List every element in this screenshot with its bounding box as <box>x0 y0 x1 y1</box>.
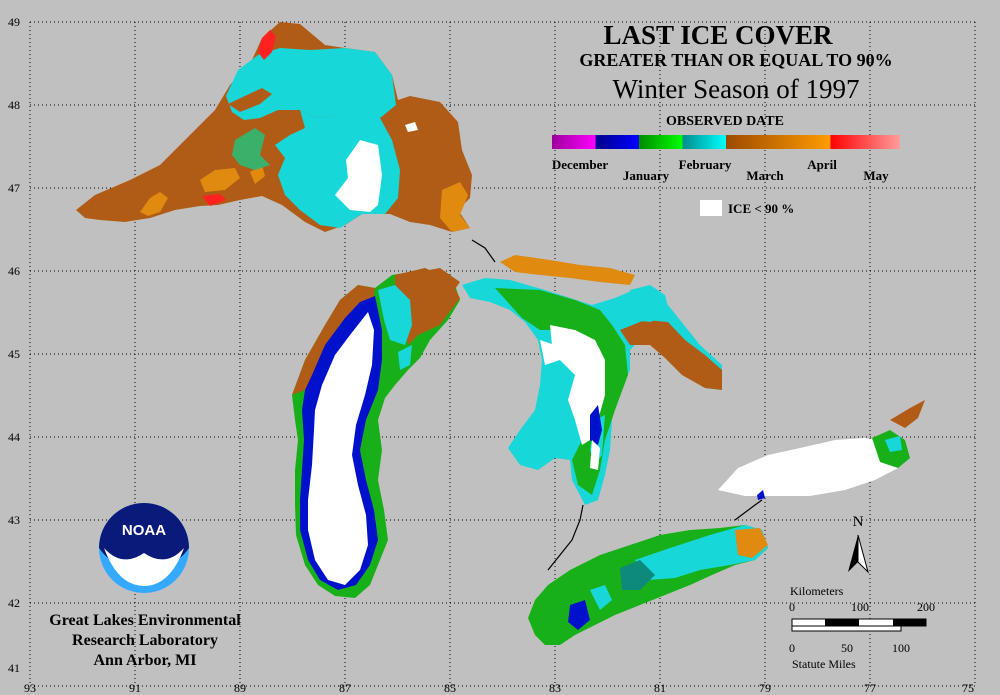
lon-label: 87 <box>339 681 351 695</box>
connecting-rivers <box>471 239 763 571</box>
ice-swatch <box>700 200 722 216</box>
lon-label: 85 <box>444 681 456 695</box>
lat-label: 47 <box>8 181 20 195</box>
lake-huron <box>462 278 722 505</box>
legend-label-february: February <box>679 157 732 172</box>
lon-label: 89 <box>234 681 246 695</box>
north-arrow: N <box>848 514 869 574</box>
scale-km-label: Kilometers <box>790 584 844 598</box>
legend-color-bar <box>552 135 900 149</box>
legend-label-december: December <box>552 157 609 172</box>
lon-label: 83 <box>549 681 561 695</box>
graticule <box>29 21 976 687</box>
lake-michigan <box>292 268 460 598</box>
lon-label: 91 <box>129 681 141 695</box>
lon-label: 93 <box>24 681 36 695</box>
lake-ontario <box>718 400 925 500</box>
lon-label: 79 <box>759 681 771 695</box>
map-season: Winter Season of 1997 <box>612 74 859 104</box>
north-arrow-right <box>857 534 869 574</box>
map-title: LAST ICE COVER <box>603 20 833 50</box>
agency-credit: Great Lakes Environmental Research Labor… <box>49 612 241 669</box>
lat-label: 49 <box>8 15 20 29</box>
lon-label: 77 <box>864 681 876 695</box>
lat-label: 42 <box>8 596 20 610</box>
scale-bar-miles <box>791 625 902 632</box>
lat-label: 44 <box>8 430 20 444</box>
agency-line: Research Laboratory <box>72 632 218 649</box>
legend-label-march: March <box>746 168 784 183</box>
north-arrow-left <box>848 535 858 572</box>
noaa-logo-text: NOAA <box>122 522 166 539</box>
map-subtitle: GREATER THAN OR EQUAL TO 90% <box>579 50 892 70</box>
legend-header: OBSERVED DATE <box>666 114 784 129</box>
north-label: N <box>853 514 864 530</box>
scale-mi-tick: 50 <box>841 641 853 655</box>
legend-label-january: January <box>623 168 670 183</box>
legend-label-may: May <box>863 168 889 183</box>
scale-km-tick: 100 <box>851 600 869 614</box>
agency-line: Ann Arbor, MI <box>94 652 197 669</box>
lon-label: 81 <box>654 681 666 695</box>
latitude-labels: 49 48 47 46 45 44 43 42 41 <box>8 15 20 675</box>
scale-mi-tick: 100 <box>892 641 910 655</box>
noaa-logo-gull <box>104 548 184 586</box>
legend-label-april: April <box>807 157 837 172</box>
lat-label: 43 <box>8 513 20 527</box>
longitude-labels: 93 91 89 87 85 83 81 79 77 75 <box>24 681 974 695</box>
lat-label: 41 <box>8 661 20 675</box>
noaa-logo-top <box>99 503 189 565</box>
north-channel <box>418 255 635 296</box>
lake-erie <box>528 525 768 645</box>
lat-label: 46 <box>8 264 20 278</box>
scale-mi-tick: 0 <box>789 641 795 655</box>
scale-bar: Kilometers 0 100 200 0 50 100 Statute Mi… <box>789 584 935 671</box>
noaa-logo: NOAA <box>99 503 189 593</box>
lat-label: 45 <box>8 347 20 361</box>
ice-label: ICE < 90 % <box>728 201 794 216</box>
scale-bar-segment <box>893 619 926 626</box>
scale-km-tick: 0 <box>789 600 795 614</box>
agency-line: Great Lakes Environmental <box>49 612 241 629</box>
legend: OBSERVED DATE December January February … <box>552 114 900 216</box>
scale-mi-label: Statute Miles <box>792 657 856 671</box>
lon-label: 75 <box>962 681 974 695</box>
scale-km-tick: 200 <box>917 600 935 614</box>
scale-bar-segment <box>825 619 859 626</box>
lake-superior <box>76 22 472 232</box>
lat-label: 48 <box>8 98 20 112</box>
